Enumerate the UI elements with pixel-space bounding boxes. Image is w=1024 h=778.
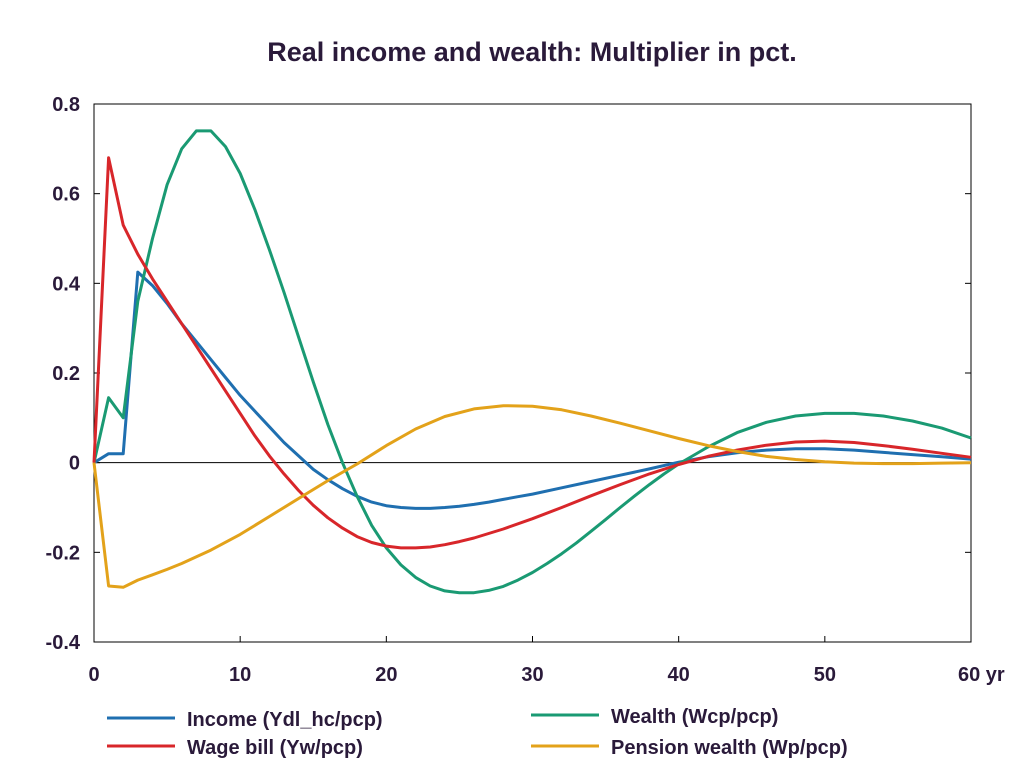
series-line-1	[93, 270, 972, 510]
y-tick-label: 0.4	[52, 273, 81, 295]
y-tick-label: -0.2	[46, 542, 80, 564]
series-line-4	[92, 404, 972, 589]
legend: Income (Ydl_hc/pcp) Wealth (Wcp/pcp) Wage …	[107, 706, 848, 759]
x-tick-label: 50	[814, 664, 836, 686]
y-tick-label: -0.4	[46, 632, 81, 654]
y-axis: -0.4 -0.2 0 0.2 0.4 0.6 0.8	[46, 94, 971, 654]
x-tick-label: 40	[668, 664, 690, 686]
x-tick-label: 10	[229, 664, 251, 686]
legend-label: Income (Ydl_hc/pcp)	[187, 709, 383, 731]
series-lines	[92, 129, 972, 595]
x-tick-label: 60 yr	[958, 664, 1005, 686]
series-line-2	[92, 129, 972, 595]
y-tick-label: 0.8	[52, 94, 80, 116]
y-tick-label: 0.2	[52, 363, 80, 385]
series-line-3	[92, 156, 972, 550]
legend-label: Wealth (Wcp/pcp)	[611, 706, 778, 728]
x-tick-label: 0	[88, 664, 99, 686]
x-tick-label: 30	[521, 664, 543, 686]
legend-label: Pension wealth (Wp/pcp)	[611, 737, 848, 759]
legend-label: Wage bill (Yw/pcp)	[187, 737, 363, 759]
y-tick-label: 0.6	[52, 184, 80, 206]
y-tick-label: 0	[69, 453, 80, 475]
chart-title: Real income and wealth: Multiplier in pc…	[267, 37, 797, 67]
plot-area-frame	[93, 103, 972, 643]
x-tick-label: 20	[375, 664, 397, 686]
x-axis: 0 10 20 30 40 50 60 yr	[88, 636, 1005, 686]
